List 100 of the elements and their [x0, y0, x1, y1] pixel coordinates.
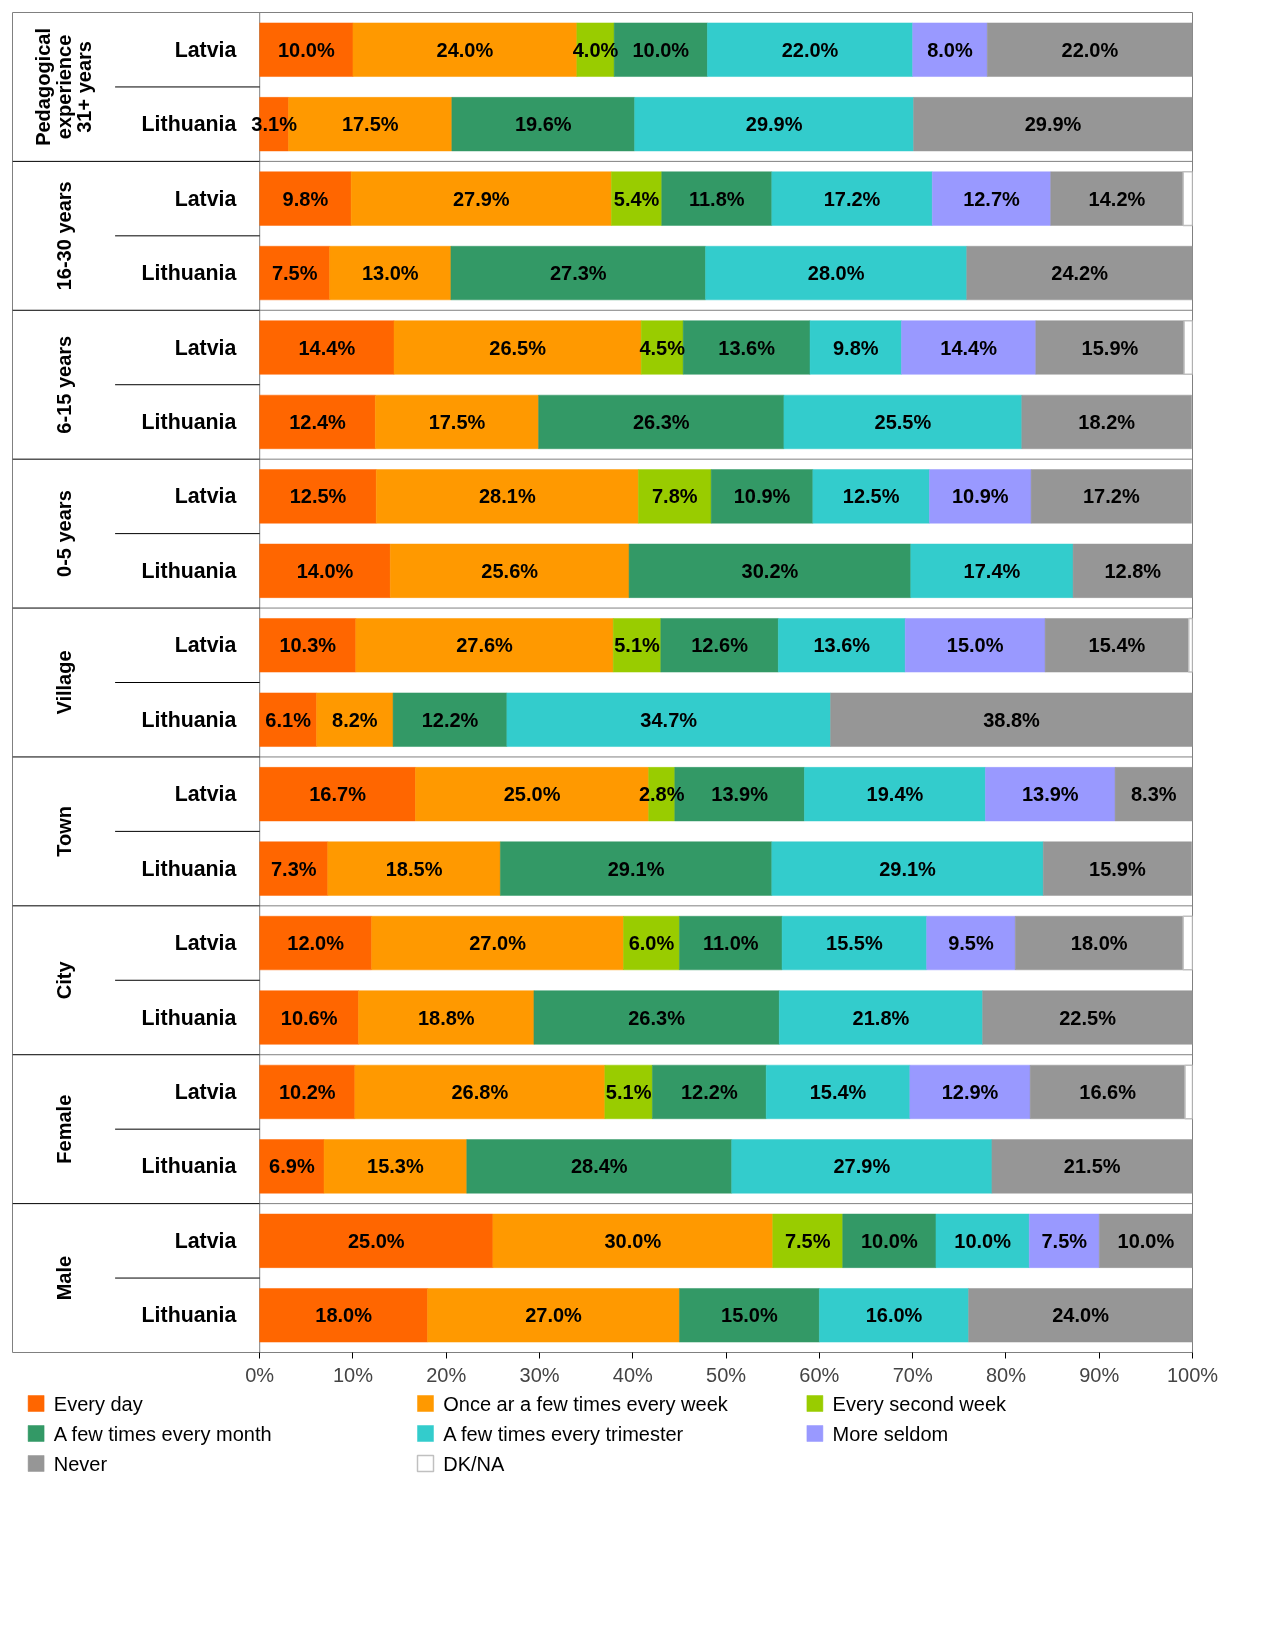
data-label: 10.0% — [1117, 1229, 1175, 1252]
data-label: 12.8% — [1104, 559, 1162, 582]
data-label: 30.0% — [604, 1229, 662, 1252]
data-label: 12.0% — [287, 932, 345, 955]
data-label: 26.8% — [451, 1080, 509, 1103]
data-label: 22.0% — [781, 38, 839, 61]
data-label: 17.5% — [341, 113, 399, 136]
bar — [809, 320, 902, 375]
y-tick-label: Latvia — [174, 37, 237, 62]
data-label: 11.8% — [688, 187, 745, 210]
bar — [910, 543, 1074, 598]
data-label: 18.2% — [1078, 410, 1136, 433]
bar — [1184, 1064, 1193, 1120]
x-tick-label: 80% — [985, 1363, 1027, 1386]
data-label: 10.0% — [632, 38, 690, 61]
y-tick-label: Lithuania — [141, 856, 237, 881]
data-label: 17.2% — [823, 187, 881, 210]
data-label: 15.9% — [1089, 857, 1146, 880]
bar — [842, 1213, 937, 1268]
data-label: 7.3% — [270, 857, 317, 880]
bar — [1188, 617, 1193, 673]
bar — [731, 1139, 993, 1194]
data-label: 15.5% — [826, 932, 883, 955]
data-label: 24.2% — [1051, 262, 1109, 285]
bar — [679, 1288, 820, 1343]
data-label: 22.5% — [1059, 1006, 1117, 1029]
data-label: 13.6% — [813, 634, 871, 657]
bar — [634, 97, 914, 152]
bar — [327, 841, 501, 896]
y-tick-label: Lithuania — [141, 1154, 237, 1179]
bar — [506, 692, 831, 747]
bar — [1029, 1064, 1186, 1119]
bar — [778, 618, 906, 673]
bar — [1098, 1213, 1193, 1268]
text: Male — [52, 1255, 75, 1301]
data-label: 14.2% — [1088, 187, 1146, 210]
data-label: 14.4% — [940, 336, 998, 359]
bar — [259, 543, 391, 598]
x-tick-label: 50% — [706, 1363, 747, 1386]
data-label: 16.0% — [865, 1304, 923, 1327]
data-label: 15.0% — [721, 1304, 778, 1327]
bar — [1072, 543, 1193, 598]
bar — [660, 618, 779, 673]
bar — [259, 320, 395, 375]
bar — [259, 1288, 428, 1343]
y-tick-label: Latvia — [174, 1079, 237, 1104]
x-tick-label: 60% — [799, 1363, 840, 1386]
bar — [1030, 469, 1192, 524]
legend-label: Never — [53, 1452, 108, 1475]
data-label: 18.5% — [385, 857, 443, 880]
bar — [329, 246, 452, 301]
bar — [259, 841, 329, 896]
text: Town — [52, 806, 75, 857]
data-label: 9.8% — [282, 187, 329, 210]
bar — [705, 246, 968, 301]
data-label: 4.5% — [639, 336, 686, 359]
data-label: 12.7% — [963, 187, 1021, 210]
data-label: 5.1% — [614, 634, 661, 657]
legend-label: A few times every trimester — [443, 1422, 684, 1445]
data-label: 11.0% — [702, 932, 759, 955]
bar — [909, 1064, 1031, 1119]
bar — [392, 692, 508, 747]
y-tick-label: Lithuania — [141, 409, 237, 434]
data-label: 27.6% — [456, 634, 514, 657]
bar — [987, 22, 1193, 77]
data-label: 10.3% — [279, 634, 337, 657]
x-tick-label: 0% — [245, 1363, 275, 1386]
text: Female — [52, 1094, 75, 1164]
x-tick-label: 100% — [1166, 1363, 1219, 1386]
bar — [1044, 618, 1190, 673]
data-label: 17.2% — [1082, 485, 1140, 508]
bar — [912, 22, 988, 77]
bar — [259, 171, 352, 226]
data-label: 26.3% — [628, 1006, 686, 1029]
bar — [932, 171, 1051, 226]
data-label: 18.0% — [1070, 932, 1128, 955]
x-tick-label: 20% — [426, 1363, 467, 1386]
data-label: 5.4% — [613, 187, 660, 210]
bar — [259, 1213, 494, 1268]
bar — [628, 543, 912, 598]
bar — [492, 1213, 773, 1268]
bar — [765, 1064, 911, 1119]
bar — [259, 246, 330, 301]
data-label: 12.4% — [289, 410, 347, 433]
data-label: 8.2% — [332, 708, 378, 731]
bar — [533, 990, 780, 1045]
data-label: 15.3% — [367, 1155, 424, 1178]
data-label: 10.9% — [951, 485, 1009, 508]
data-label: 4.0% — [572, 38, 619, 61]
data-label: 15.4% — [809, 1080, 867, 1103]
text: 6-15 years — [52, 335, 75, 434]
bar — [638, 469, 712, 524]
bar — [771, 171, 933, 226]
bar — [358, 990, 535, 1045]
data-label: 27.9% — [452, 187, 510, 210]
data-label: 27.9% — [833, 1155, 891, 1178]
bar — [350, 171, 612, 226]
data-label: 5.1% — [605, 1080, 652, 1103]
y-tick-label: Latvia — [174, 335, 237, 360]
bar — [1182, 915, 1193, 971]
